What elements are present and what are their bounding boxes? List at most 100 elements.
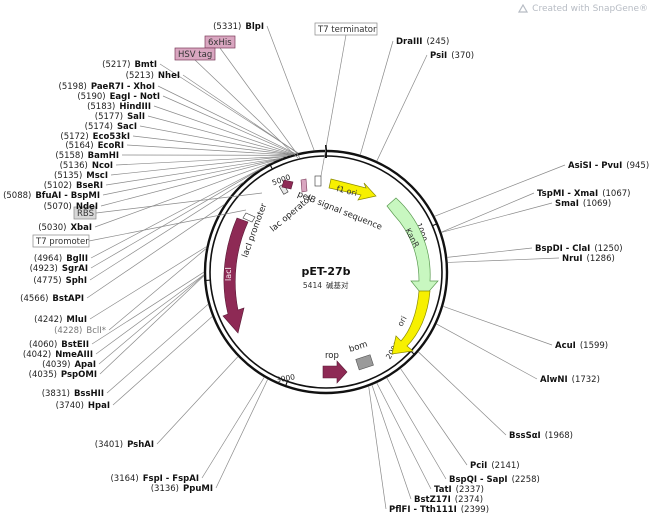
six-his-text: 6xHis — [208, 38, 232, 48]
leader-line — [153, 105, 294, 155]
leader-line — [215, 379, 269, 489]
leader-line — [126, 144, 292, 156]
site-label-left: BlpI (5331) — [213, 22, 264, 32]
tick-label: 3000 — [275, 372, 296, 384]
credit-text: Created with SnapGene® — [532, 4, 648, 14]
rop-arrow — [322, 360, 348, 384]
site-name: NdeI — [76, 202, 98, 212]
site-name: MluI — [66, 315, 87, 325]
leader-line — [102, 158, 282, 196]
site-position: (5158) — [55, 151, 83, 161]
feature-rop: rop — [322, 351, 348, 384]
plasmid-length-value: 5414 — [303, 281, 322, 290]
site-position: (1067) — [602, 189, 630, 199]
site-name: EcoRI — [98, 141, 124, 151]
site-label-left: SalI (5177) — [95, 112, 145, 122]
site-name: TatI — [434, 485, 452, 495]
leader-line — [266, 25, 315, 151]
site-name: DraIII — [396, 37, 422, 47]
ori-arrow — [391, 290, 431, 355]
site-label-right: BspQI - SapI (2258) — [449, 475, 540, 485]
right-site-labels: DraIII (245) PsiI (370) AsiSI - PvuI (945) Tsp… — [389, 37, 649, 515]
t7-terminator-text: T7 terminator — [317, 25, 377, 35]
leader-line — [441, 192, 535, 233]
site-name: BstZ17I — [414, 495, 451, 505]
site-position: (370) — [451, 51, 474, 61]
site-position: (2141) — [491, 461, 519, 471]
site-label-left: Eco53kI (5172) — [60, 132, 130, 142]
t7-terminator-box — [314, 22, 378, 36]
label-6xhis: 6xHis — [204, 35, 236, 49]
label-hsv-tag: HSV tag — [174, 47, 216, 61]
leader-line — [86, 204, 225, 299]
site-position: (4566) — [20, 294, 48, 304]
leader-line — [90, 168, 261, 269]
site-position: (5164) — [65, 141, 93, 151]
label-t7-promoter: T7 promoter — [32, 234, 90, 248]
site-name: HpaI — [88, 401, 110, 411]
site-name: NmeAIII — [55, 350, 93, 360]
site-label-left: NheI (5213) — [126, 71, 180, 81]
site-label-right: PciI (2141) — [470, 461, 520, 471]
snapgene-credit: Created with SnapGene® — [518, 4, 648, 14]
site-label-right: NruI (1286) — [562, 254, 615, 264]
site-label-left: MscI (5135) — [54, 171, 108, 181]
site-name: PciI — [470, 461, 487, 471]
site-label-right: BssSαI (1968) — [509, 431, 573, 441]
site-position: (2374) — [455, 495, 483, 505]
site-name: NcoI — [92, 161, 113, 171]
leader-line — [368, 386, 387, 510]
leader-line — [434, 164, 566, 217]
site-position: (4964) — [34, 254, 62, 264]
leader-line — [157, 85, 296, 155]
site-name: SgrAI — [62, 264, 88, 274]
site-name: BspDI - ClaI — [535, 244, 590, 254]
site-name: BseRI — [76, 181, 103, 191]
leader-line — [105, 157, 283, 186]
site-position: (1732) — [572, 375, 600, 385]
left-site-labels: BlpI (5331) BmtI (5217) NheI (5213)PaeR7I - X… — [3, 22, 264, 494]
site-label-left: BstAPI (4566) — [20, 294, 84, 304]
site-position: (945) — [626, 161, 649, 171]
site-label-right: PflFI - Tth111I (2399) — [389, 505, 489, 515]
leader-line — [89, 246, 207, 320]
hsv-tag-text: HSV tag — [178, 50, 212, 60]
leader-line — [359, 40, 394, 155]
site-name: AcuI — [555, 341, 576, 351]
plasmid-length-unit: 碱基对 — [326, 280, 349, 290]
site-label-left: BglII (4964) — [34, 254, 88, 264]
site-label-left: XbaI (5030) — [38, 223, 92, 233]
leader-line — [95, 274, 205, 355]
site-position: (5177) — [95, 112, 123, 122]
site-name: PshAI — [127, 440, 154, 450]
site-name: BmtI — [134, 60, 157, 70]
site-position: (5213) — [126, 71, 154, 81]
leader-line — [182, 74, 298, 154]
leader-line — [94, 161, 274, 228]
site-label-left: PaeR7I - XhoI (5198) — [59, 82, 155, 92]
site-label-right: BstZ17I (2374) — [414, 495, 483, 505]
site-label-left: BseRI (5102) — [44, 181, 103, 191]
t7-promoter-box — [32, 234, 90, 248]
site-position: (5198) — [59, 82, 87, 92]
feature-mcs-cluster — [278, 175, 322, 195]
site-label-right: PsiI (370) — [430, 51, 474, 61]
tick-mark — [269, 163, 273, 170]
site-name: SphI — [66, 276, 87, 286]
site-label-left: EcoRI (5164) — [65, 141, 124, 151]
leader-line — [400, 368, 468, 466]
site-name: BssHII — [74, 389, 104, 399]
site-name: BspQI - SapI — [449, 475, 508, 485]
site-position: (1286) — [587, 254, 615, 264]
bom-box — [355, 354, 374, 371]
site-name: ApaI — [74, 360, 96, 370]
site-position: (5070) — [44, 202, 72, 212]
site-position: (5190) — [77, 92, 105, 102]
leader-line — [98, 274, 205, 365]
site-position: (3164) — [110, 474, 138, 484]
site-label-left: PshAI (3401) — [95, 440, 154, 450]
site-position: (4228) — [54, 326, 82, 336]
leader-line — [106, 303, 209, 394]
